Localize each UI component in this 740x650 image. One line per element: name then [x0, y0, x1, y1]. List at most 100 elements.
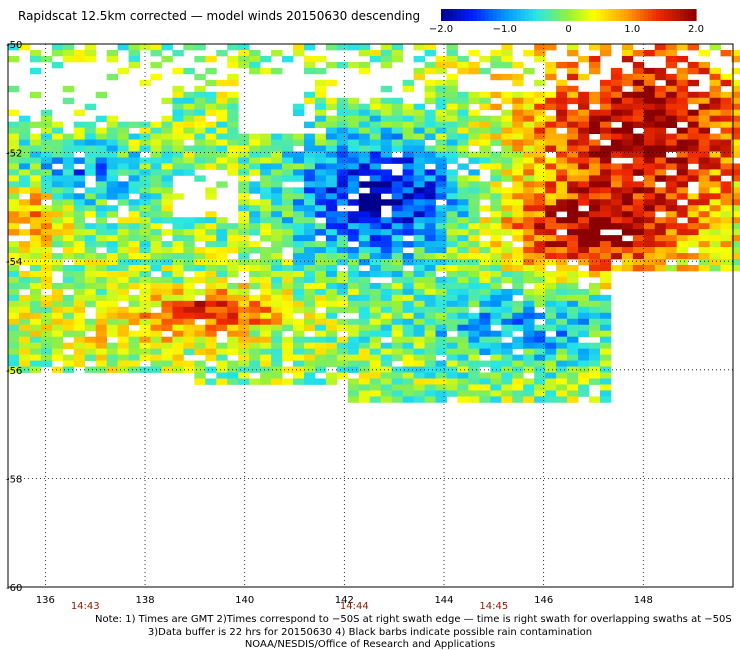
heatmap-cell — [599, 253, 612, 260]
heatmap-cell — [720, 169, 732, 176]
heatmap-cell — [314, 241, 327, 248]
heatmap-cell — [347, 169, 360, 176]
colorbar-segment — [604, 9, 609, 21]
heatmap-cell — [413, 318, 425, 326]
heatmap-cell — [523, 133, 535, 140]
heatmap-cell — [687, 133, 700, 140]
heatmap-cell — [534, 384, 546, 391]
heatmap-cell — [709, 217, 721, 224]
heatmap-cell — [216, 324, 228, 332]
heatmap-cell — [325, 181, 338, 188]
heatmap-cell — [523, 97, 535, 105]
heatmap-cell — [73, 211, 86, 218]
heatmap-cell — [698, 241, 710, 248]
heatmap-cell — [303, 121, 316, 129]
heatmap-cell — [556, 181, 568, 188]
heatmap-cell — [271, 157, 283, 164]
heatmap-cell — [654, 253, 667, 260]
heatmap-cell — [358, 133, 371, 140]
heatmap-cell — [73, 157, 86, 164]
heatmap-cell — [457, 103, 469, 111]
heatmap-cell — [435, 85, 447, 93]
heatmap-cell — [347, 44, 360, 51]
heatmap-cell — [227, 259, 239, 266]
heatmap-cell — [457, 247, 469, 254]
heatmap-cell — [709, 151, 721, 158]
heatmap-cell — [282, 324, 294, 332]
y-tick-labels: -50-52-54-56-58-60 — [6, 40, 22, 594]
heatmap-cell — [183, 151, 195, 158]
heatmap-cell — [424, 127, 436, 134]
heatmap-cell — [358, 300, 371, 308]
heatmap-cell — [358, 378, 371, 385]
heatmap-cell — [599, 121, 612, 129]
heatmap-cell — [227, 151, 239, 158]
heatmap-cell — [391, 187, 404, 194]
heatmap-cell — [128, 181, 140, 188]
heatmap-cell — [139, 306, 151, 314]
heatmap-cell — [84, 103, 97, 111]
heatmap-cell — [468, 175, 480, 182]
heatmap-cell — [183, 109, 195, 117]
heatmap-cell — [139, 187, 151, 194]
heatmap-cell — [457, 109, 469, 117]
heatmap-cell — [303, 133, 316, 140]
heatmap-cell — [227, 163, 239, 170]
heatmap-cell — [578, 103, 590, 111]
heatmap-cell — [18, 229, 31, 236]
heatmap-cell — [260, 270, 272, 278]
heatmap-cell — [51, 259, 64, 266]
heatmap-cell — [73, 127, 86, 134]
heatmap-cell — [413, 169, 425, 176]
heatmap-cell — [227, 342, 239, 350]
heatmap-cell — [347, 127, 360, 134]
heatmap-cell — [194, 55, 206, 63]
heatmap-cell — [578, 306, 590, 314]
chart-title: Rapidscat 12.5km corrected — model winds… — [18, 9, 421, 23]
heatmap-cell — [106, 169, 119, 176]
colorbar-segment — [460, 9, 466, 21]
heatmap-cell — [95, 259, 108, 266]
heatmap-cell — [446, 55, 458, 63]
heatmap-cell — [709, 229, 721, 236]
heatmap-cell — [424, 294, 436, 302]
heatmap-cell — [490, 211, 502, 218]
heatmap-cell — [665, 235, 678, 242]
heatmap-cell — [216, 348, 228, 355]
heatmap-cell — [720, 265, 732, 272]
heatmap-cell — [51, 133, 64, 140]
heatmap-cell — [161, 247, 173, 254]
heatmap-cell — [457, 294, 469, 302]
heatmap-cell — [84, 265, 97, 272]
heatmap-cell — [29, 354, 42, 361]
heatmap-cell — [336, 259, 349, 266]
heatmap-cell — [336, 223, 349, 230]
heatmap-cell — [117, 253, 129, 260]
heatmap-cell — [523, 259, 535, 266]
heatmap-cell — [698, 265, 710, 272]
heatmap-cell — [117, 163, 129, 170]
heatmap-cell — [18, 121, 31, 129]
heatmap-cell — [62, 199, 75, 206]
heatmap-cell — [369, 103, 382, 111]
heatmap-cell — [523, 360, 535, 367]
heatmap-cell — [249, 270, 261, 278]
heatmap-cell — [424, 199, 436, 206]
heatmap-cell — [8, 187, 20, 194]
heatmap-cell — [512, 121, 524, 129]
heatmap-cell — [194, 247, 206, 254]
heatmap-cell — [150, 73, 162, 81]
heatmap-cell — [18, 259, 31, 266]
heatmap-cell — [621, 49, 634, 57]
heatmap-cell — [183, 348, 195, 355]
heatmap-cell — [720, 73, 732, 81]
heatmap-cell — [95, 91, 108, 99]
heatmap-cell — [336, 318, 349, 326]
heatmap-cell — [588, 306, 601, 314]
heatmap-cell — [588, 217, 601, 224]
heatmap-cell — [446, 247, 458, 254]
heatmap-cell — [62, 44, 75, 51]
heatmap-cell — [29, 241, 42, 248]
heatmap-cell — [413, 366, 425, 373]
heatmap-cell — [468, 360, 480, 367]
